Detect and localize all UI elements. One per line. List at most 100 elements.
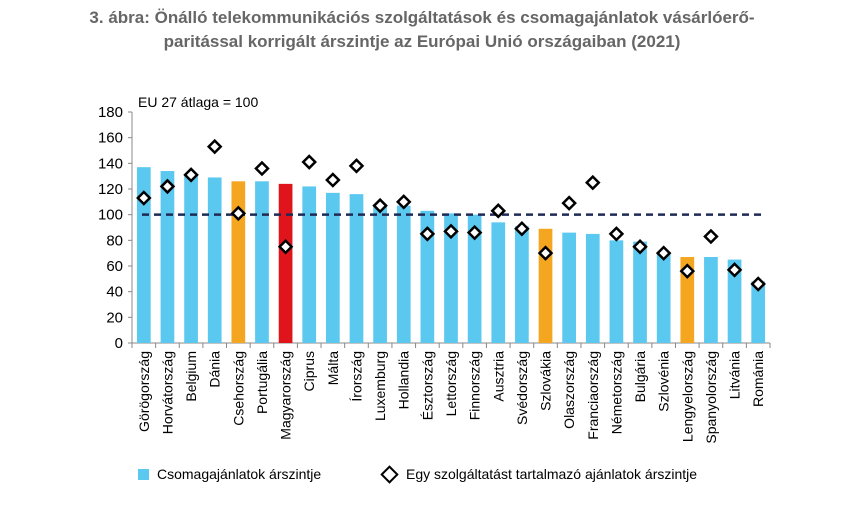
marker-9 bbox=[348, 158, 365, 174]
x-tick-label: Finnország bbox=[467, 351, 483, 420]
marker-7 bbox=[301, 154, 317, 170]
marker-19 bbox=[585, 174, 601, 191]
annotation-eu-average: EU 27 átlaga = 100 bbox=[138, 94, 258, 110]
bar-13 bbox=[444, 213, 458, 343]
marker-0 bbox=[136, 190, 152, 206]
marker-6 bbox=[277, 238, 294, 255]
marker-21 bbox=[632, 238, 648, 255]
y-tick-label: 100 bbox=[98, 207, 123, 224]
bar-9 bbox=[349, 194, 364, 343]
marker-10 bbox=[372, 197, 388, 214]
bar-chart: 0 20 40 60 80 100 120 140 160 180 EU 27 átlaga = 1… bbox=[98, 94, 771, 444]
x-tick-label: Németország bbox=[608, 351, 624, 434]
marker-26 bbox=[750, 276, 766, 292]
x-tick-label: Litvánia bbox=[727, 351, 743, 399]
marker-18 bbox=[561, 195, 577, 211]
marker-16 bbox=[514, 221, 530, 237]
x-tick-label: Belgium bbox=[183, 351, 199, 402]
bar-5 bbox=[255, 181, 269, 343]
marker-15 bbox=[490, 203, 507, 219]
marker-4 bbox=[230, 205, 247, 222]
bar-19 bbox=[585, 233, 600, 343]
x-tick-label: Lengyelország bbox=[679, 351, 695, 442]
marker-1 bbox=[159, 178, 176, 195]
y-tick-label: 80 bbox=[106, 232, 123, 249]
x-tick-label: Bulgária bbox=[632, 351, 648, 403]
x-tick-label: Olaszország bbox=[561, 351, 577, 429]
x-tick-label: Horvátország bbox=[159, 351, 175, 434]
marker-5 bbox=[254, 160, 270, 177]
x-tick-label: Észtország bbox=[419, 351, 435, 420]
bar-2 bbox=[184, 174, 198, 343]
x-tick-label: Svédország bbox=[514, 351, 530, 425]
y-tick-label: 120 bbox=[98, 181, 123, 198]
legend-item-marker: Egy szolgáltatást tartalmazó ajánlatok á… bbox=[380, 464, 698, 484]
marker-20 bbox=[608, 226, 625, 242]
bar-11 bbox=[396, 205, 411, 343]
x-tick-label: Csehország bbox=[230, 351, 246, 426]
marker-14 bbox=[466, 224, 483, 241]
y-tick-label: 40 bbox=[106, 284, 123, 301]
marker-11 bbox=[395, 194, 412, 210]
y-tick-label: 160 bbox=[98, 130, 123, 147]
marker-13 bbox=[443, 223, 459, 240]
bar-4 bbox=[231, 181, 246, 343]
x-tick-label: Lettország bbox=[443, 351, 459, 416]
legend-marker-label: Egy szolgáltatást tartalmazó ajánlatok á… bbox=[406, 466, 698, 482]
bar-6 bbox=[278, 183, 293, 343]
x-tick-label: Spanyolország bbox=[703, 351, 719, 444]
x-tick-label: Dánia bbox=[207, 351, 223, 388]
x-tick-label: Magyarország bbox=[278, 351, 294, 440]
x-tick-label: Franciaország bbox=[585, 351, 601, 440]
bar-14 bbox=[467, 214, 482, 343]
bar-18 bbox=[562, 232, 577, 343]
bar-16 bbox=[515, 226, 529, 343]
y-tick-label: 60 bbox=[106, 258, 123, 275]
chart-title-line1: 3. ábra: Önálló telekommunikációs szolgá… bbox=[89, 8, 755, 27]
marker-3 bbox=[206, 138, 223, 155]
x-tick-label: Hollandia bbox=[396, 351, 412, 410]
bar-25 bbox=[727, 259, 742, 343]
x-tick-label: Ciprus bbox=[301, 351, 317, 391]
bar-0 bbox=[136, 167, 151, 343]
bar-23 bbox=[680, 257, 695, 343]
bar-15 bbox=[491, 222, 506, 343]
legend-item-bar: Csomagajánlatok árszintje bbox=[138, 466, 321, 482]
bar-10 bbox=[373, 204, 387, 343]
x-tick-label: Szlovákia bbox=[538, 351, 554, 411]
legend-marker-swatch bbox=[380, 464, 399, 484]
marker-23 bbox=[679, 263, 696, 279]
x-tick-label: Románia bbox=[750, 351, 766, 407]
x-tick-label: Írország bbox=[348, 351, 364, 402]
bar-12 bbox=[420, 210, 435, 343]
bar-24 bbox=[704, 257, 718, 343]
chart-title-line2: paritással korrigált árszintje az Európa… bbox=[163, 32, 681, 51]
marker-2 bbox=[183, 167, 199, 183]
bar-21 bbox=[633, 241, 647, 343]
chart-title: 3. ábra: Önálló telekommunikációs szolgá… bbox=[0, 6, 844, 54]
bar-1 bbox=[160, 171, 175, 343]
marker-12 bbox=[419, 226, 436, 242]
y-tick-label: 180 bbox=[98, 104, 123, 121]
marker-24 bbox=[703, 228, 719, 245]
marker-17 bbox=[537, 245, 554, 261]
legend-bar-swatch bbox=[138, 468, 149, 480]
marker-22 bbox=[655, 245, 672, 261]
bar-7 bbox=[302, 186, 317, 343]
x-tick-label: Görögország bbox=[136, 351, 152, 432]
y-tick-label: 140 bbox=[98, 155, 123, 172]
bar-26 bbox=[751, 281, 766, 343]
x-tick-label: Ausztria bbox=[490, 351, 506, 402]
bar-20 bbox=[609, 240, 624, 343]
y-tick-label: 20 bbox=[106, 309, 123, 326]
y-tick-label: 0 bbox=[115, 335, 123, 352]
legend-bar-label: Csomagajánlatok árszintje bbox=[157, 466, 322, 482]
bar-3 bbox=[207, 177, 222, 343]
marker-8 bbox=[325, 172, 341, 188]
x-tick-label: Luxemburg bbox=[372, 351, 388, 421]
bar-22 bbox=[656, 251, 671, 343]
x-tick-label: Portugália bbox=[254, 351, 270, 414]
bar-8 bbox=[325, 192, 340, 343]
x-tick-label: Szlovénia bbox=[656, 351, 672, 412]
marker-25 bbox=[726, 262, 743, 278]
